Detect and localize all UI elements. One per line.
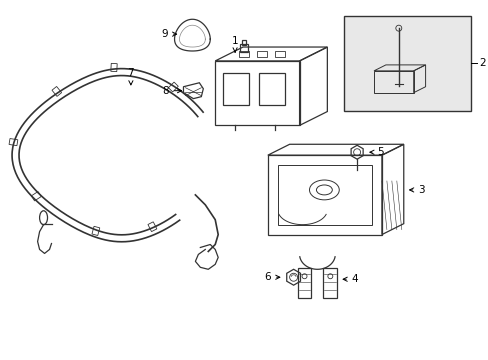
Bar xyxy=(274,51,284,57)
Bar xyxy=(240,44,247,52)
Bar xyxy=(242,40,245,45)
Bar xyxy=(31,192,41,201)
Circle shape xyxy=(395,25,401,31)
Bar xyxy=(9,139,18,146)
Text: 6: 6 xyxy=(264,272,279,282)
Text: 5: 5 xyxy=(369,147,384,157)
Bar xyxy=(52,86,61,96)
Bar xyxy=(297,268,311,298)
Bar xyxy=(223,73,248,105)
Text: 8: 8 xyxy=(162,86,181,96)
Text: 2: 2 xyxy=(478,58,485,68)
Bar xyxy=(239,51,248,57)
Text: 3: 3 xyxy=(409,185,424,195)
Bar xyxy=(111,63,117,72)
Bar xyxy=(344,16,470,111)
Text: 4: 4 xyxy=(343,274,358,284)
Bar xyxy=(92,226,100,235)
Bar xyxy=(258,73,284,105)
Text: 9: 9 xyxy=(161,29,176,39)
Bar xyxy=(148,222,157,231)
Bar xyxy=(256,51,266,57)
Text: 7: 7 xyxy=(127,68,134,85)
Bar xyxy=(168,82,178,92)
Bar xyxy=(323,268,337,298)
Text: 1: 1 xyxy=(231,36,238,52)
